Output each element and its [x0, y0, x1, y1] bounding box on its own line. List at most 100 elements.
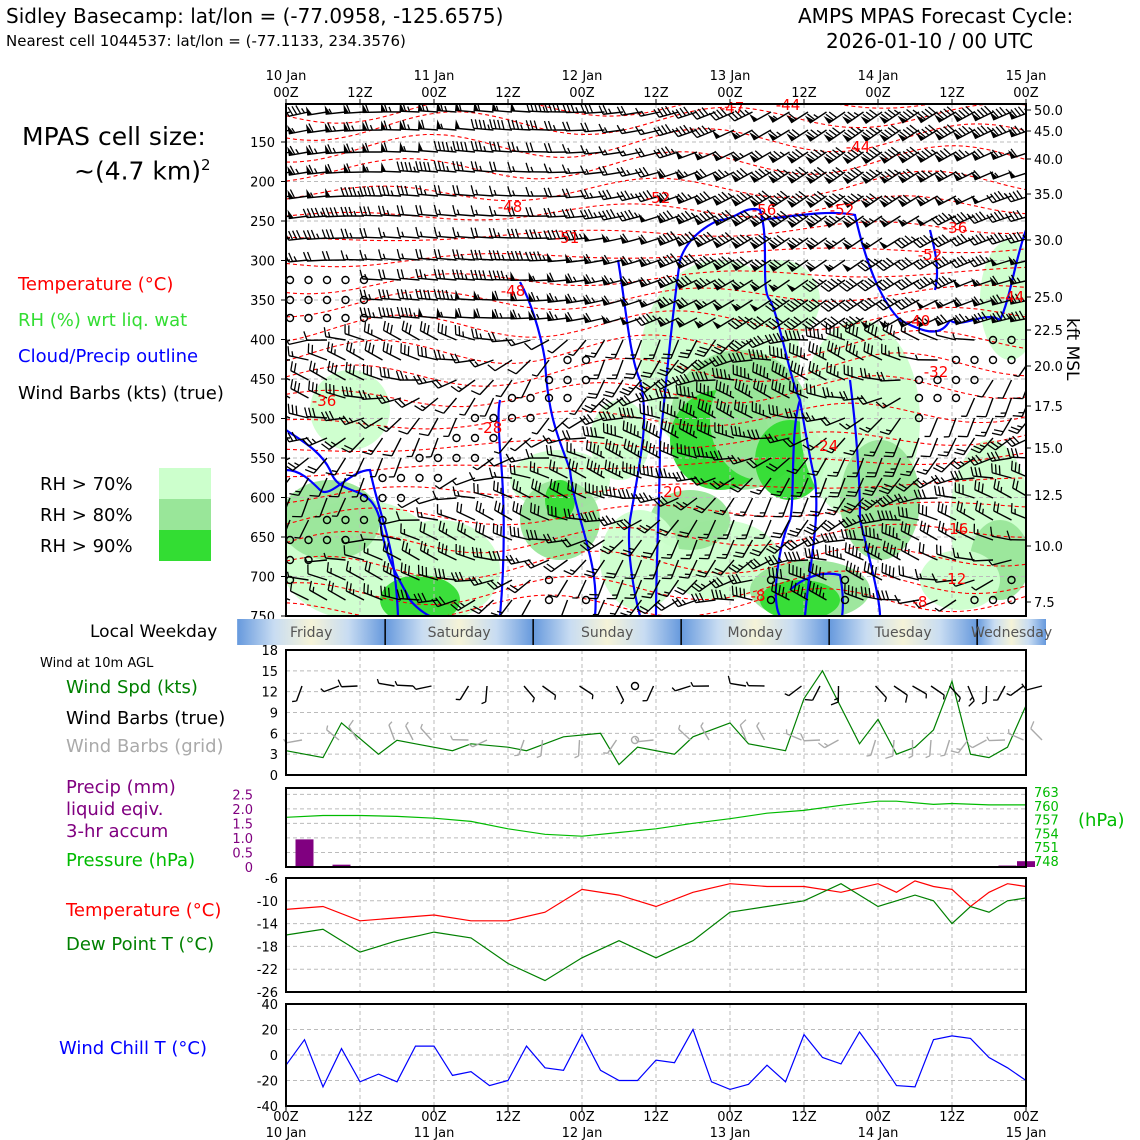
wind-barb — [492, 480, 513, 499]
barb-half-flag — [385, 396, 390, 402]
wind-barb — [341, 313, 350, 323]
barb-flag — [790, 580, 794, 591]
barb-staff — [454, 298, 476, 301]
barb-half-flag — [590, 404, 597, 408]
wind-barb — [505, 554, 531, 565]
wind-barb — [579, 539, 605, 552]
barb-pennant — [712, 262, 721, 270]
wind-barb — [696, 381, 716, 399]
wind-barb — [767, 190, 790, 208]
wind-barb — [715, 398, 735, 419]
barb-flag — [978, 467, 982, 477]
barb-flag — [588, 511, 594, 522]
wind-barb — [881, 562, 901, 581]
wind-barb — [305, 106, 328, 116]
barb-half-flag — [360, 533, 364, 540]
barb-flag — [981, 483, 984, 494]
wind-barb — [321, 251, 346, 261]
barb-flag — [900, 321, 904, 331]
barb-flag — [850, 127, 859, 134]
barb-flag — [379, 366, 382, 377]
barb-half-flag — [493, 451, 500, 454]
barb-flag — [386, 322, 390, 333]
barb-flag — [890, 124, 900, 132]
barb-flag — [847, 151, 856, 159]
barb-flag — [664, 105, 672, 115]
barb-flag — [523, 440, 532, 448]
wind-barb — [382, 541, 402, 561]
barb-flag — [606, 189, 612, 199]
wind-barb — [971, 105, 994, 122]
wind-barb — [525, 529, 550, 541]
barb-flag — [620, 191, 627, 200]
barb-flag — [267, 350, 270, 359]
barb-flag — [934, 259, 942, 268]
barb-flag — [704, 402, 708, 413]
barb-pennant — [381, 104, 387, 112]
wind-barb — [771, 379, 790, 399]
barb-flag — [816, 166, 826, 174]
wind-barb — [951, 355, 961, 365]
barb-staff — [362, 258, 383, 261]
barb-staff — [286, 359, 291, 361]
barb-flag — [860, 395, 868, 404]
barb-flag — [853, 166, 863, 174]
barb-flag — [510, 250, 516, 261]
barb-pennant — [860, 155, 870, 164]
barb-flag — [400, 307, 405, 317]
barb-flag — [549, 292, 555, 302]
wind-barb — [488, 270, 513, 281]
wind-barb — [506, 579, 531, 594]
barb-pennant — [675, 319, 684, 328]
barb-flag — [423, 523, 426, 533]
barb-flag — [812, 548, 816, 559]
temperature-label: -28 — [478, 419, 503, 437]
barb-flag — [700, 400, 705, 411]
barb-flag — [642, 551, 653, 555]
barb-half-flag — [935, 329, 938, 336]
barb-flag — [662, 233, 670, 243]
wind-barb — [619, 276, 642, 287]
barb-half-flag — [567, 147, 571, 154]
barb-flag — [792, 382, 795, 392]
barb-flag — [737, 380, 741, 391]
barb-half-flag — [530, 166, 534, 173]
barb-flag — [525, 162, 530, 173]
barb-half-flag — [906, 470, 912, 473]
wind-barb — [804, 547, 827, 561]
calm-circle — [359, 515, 369, 525]
wind-barb — [915, 124, 938, 142]
wind-barb — [730, 234, 753, 249]
barb-flag — [934, 216, 943, 224]
wind-barb — [841, 111, 864, 125]
wind-barb — [470, 185, 494, 197]
wind-barb — [622, 420, 642, 439]
barb-flag — [662, 191, 670, 200]
calm-circle — [507, 413, 517, 423]
barb-flag — [348, 363, 352, 374]
barb-flag — [661, 125, 668, 134]
barb-flag — [689, 404, 692, 415]
barb-flag — [620, 166, 627, 176]
wind-barb — [529, 461, 550, 479]
barb-flag — [694, 583, 703, 590]
barb-flag — [731, 585, 734, 596]
wind-barb — [286, 457, 291, 461]
barb-flag — [917, 152, 926, 160]
wind-barb — [308, 380, 328, 399]
barb-flag — [657, 148, 664, 158]
wind-barb — [786, 213, 809, 228]
wind-barb — [470, 161, 494, 173]
barb-flag — [756, 316, 765, 323]
barb-staff — [678, 317, 698, 328]
wind-barb — [362, 120, 383, 131]
barb-staff — [318, 477, 328, 497]
barb-half-flag — [407, 106, 411, 112]
wind-barb — [547, 339, 568, 354]
barb-flag — [642, 166, 649, 176]
barb-flag — [759, 382, 764, 393]
wind-barb — [730, 129, 753, 140]
barb-flag — [437, 349, 442, 360]
wind-barb — [544, 595, 554, 605]
barb-flag — [699, 257, 708, 266]
